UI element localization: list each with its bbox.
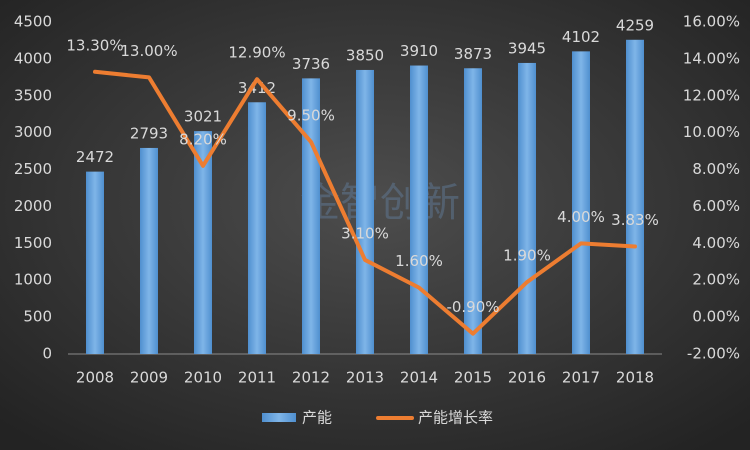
line-value-label: 1.90% (503, 247, 551, 265)
y2-tick-label: 2.00% (692, 271, 740, 289)
x-tick-label: 2018 (616, 369, 654, 387)
y-tick-label: 3500 (14, 86, 52, 104)
x-tick-label: 2014 (400, 369, 438, 387)
y-tick-label: 2500 (14, 160, 52, 178)
bar (356, 69, 374, 354)
bar-value-label: 3736 (292, 55, 330, 73)
y-tick-label: 4500 (14, 13, 52, 31)
watermark: 金智创新 (300, 180, 460, 226)
y2-tick-label: 8.00% (692, 160, 740, 178)
bar (140, 147, 158, 354)
y-tick-label: 1000 (14, 271, 52, 289)
x-tick-label: 2017 (562, 369, 600, 387)
line-value-label: 1.60% (395, 252, 443, 270)
line-value-label: 4.00% (557, 208, 605, 226)
bar (194, 131, 212, 354)
line-value-label: 3.10% (341, 224, 389, 242)
y-tick-label: 4000 (14, 49, 52, 67)
y-tick-label: 0 (42, 345, 52, 363)
x-tick-label: 2016 (508, 369, 546, 387)
x-tick-label: 2011 (238, 369, 276, 387)
x-tick-label: 2010 (184, 369, 222, 387)
bar-value-label: 3873 (454, 45, 492, 63)
y-tick-label: 500 (23, 308, 52, 326)
bar-value-label: 3021 (184, 108, 222, 126)
y2-tick-label: -2.00% (687, 345, 740, 363)
line-value-label: 13.30% (66, 36, 123, 54)
line-value-label: 3.83% (611, 211, 659, 229)
y2-tick-label: 16.00% (683, 13, 740, 31)
bar (572, 51, 590, 354)
line-value-label: 8.20% (179, 130, 227, 148)
line-value-label: 12.90% (228, 44, 285, 62)
bar-value-label: 4102 (562, 28, 600, 46)
bar-value-label: 2793 (130, 124, 168, 142)
y2-tick-label: 6.00% (692, 197, 740, 215)
x-tick-label: 2009 (130, 369, 168, 387)
bar (464, 68, 482, 354)
x-tick-label: 2015 (454, 369, 492, 387)
x-tick-label: 2013 (346, 369, 384, 387)
bar (86, 171, 104, 354)
x-tick-label: 2012 (292, 369, 330, 387)
y2-tick-label: 14.00% (683, 49, 740, 67)
bar-value-label: 2472 (76, 148, 114, 166)
legend-label: 产能 (302, 409, 332, 427)
y2-tick-label: 10.00% (683, 123, 740, 141)
bar (410, 65, 428, 354)
y2-tick-label: 12.00% (683, 86, 740, 104)
bar (518, 62, 536, 355)
bar (248, 102, 266, 354)
y-tick-label: 3000 (14, 123, 52, 141)
line-value-label: 13.00% (120, 42, 177, 60)
y-tick-label: 1500 (14, 234, 52, 252)
line-value-label: 9.50% (287, 106, 335, 124)
y2-tick-label: 4.00% (692, 234, 740, 252)
y-tick-label: 2000 (14, 197, 52, 215)
legend-label: 产能增长率 (418, 409, 493, 427)
line-value-label: -0.90% (446, 298, 499, 316)
line (93, 69, 637, 336)
bar-value-label: 3910 (400, 42, 438, 60)
bar-value-label: 4259 (616, 16, 654, 34)
y2-tick-label: 0.00% (692, 308, 740, 326)
legend-swatch (262, 413, 296, 422)
x-tick-label: 2008 (76, 369, 114, 387)
bar (626, 39, 644, 354)
bar-value-label: 3850 (346, 46, 384, 64)
bar-value-label: 3945 (508, 39, 546, 57)
